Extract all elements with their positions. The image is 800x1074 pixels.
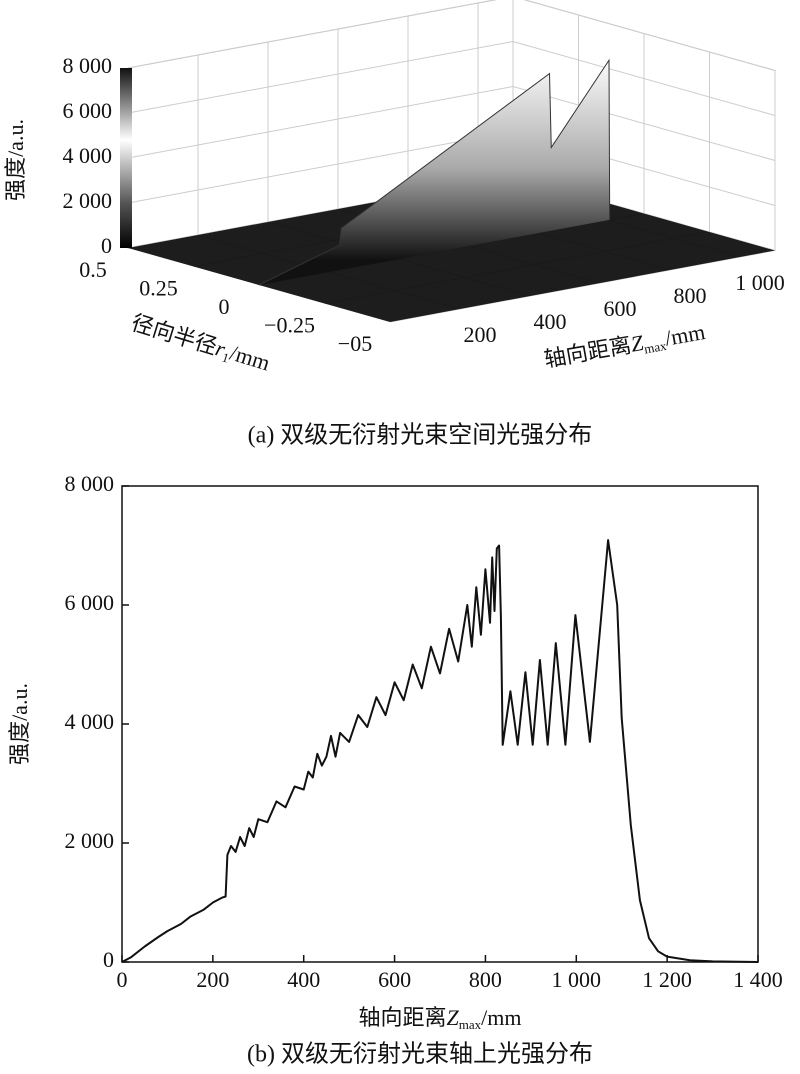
- x-tick-label: 1 200: [642, 967, 692, 992]
- surface-sheet: [259, 60, 610, 285]
- axis-label-part: /mm: [227, 340, 273, 376]
- caption: (b) 双级无衍射光束轴上光强分布: [247, 1041, 593, 1068]
- plot-frame: [121, 485, 759, 963]
- axis-label-part: /mm: [663, 319, 707, 351]
- x-tick-label: 600: [604, 296, 637, 321]
- data-line: [121, 539, 759, 963]
- axis-label-part: max: [459, 1017, 482, 1032]
- grid-line: [127, 0, 776, 71]
- axis-label-part: Z: [447, 1005, 460, 1030]
- y-tick-label: −0.25: [264, 313, 315, 338]
- x-tick-label: 1 000: [735, 270, 785, 295]
- y-tick-label: 0.25: [139, 276, 178, 301]
- axis-label: 强度/a.u.: [7, 683, 32, 765]
- x-tick-label: 600: [378, 967, 411, 992]
- x-tick-label: 1 000: [552, 967, 602, 992]
- z-tick-label: 4 000: [63, 143, 113, 168]
- axis-label: 轴向距离Zmax/mm: [359, 1005, 522, 1032]
- colorbar: [120, 68, 132, 248]
- x-tick-label: 400: [534, 309, 567, 334]
- surface-ridge: [258, 58, 611, 286]
- y-tick-label: −05: [338, 331, 372, 356]
- axis-label-part: Z: [629, 330, 646, 357]
- y-tick-label: 4 000: [65, 709, 115, 734]
- x-tick-label: 1 400: [733, 967, 783, 992]
- axis-label-part: max: [643, 338, 668, 357]
- axis-label-part: 径向半径: [128, 310, 219, 360]
- y-tick-label: 0: [103, 947, 114, 972]
- axis-label-part: 轴向距离: [359, 1005, 447, 1030]
- axis-label-part: 1: [220, 349, 231, 365]
- x-tick-label: 400: [287, 967, 320, 992]
- y-tick-label: 0: [219, 294, 230, 319]
- y-tick-label: 2 000: [65, 828, 115, 853]
- axis-label-part: 轴向距离: [542, 332, 633, 372]
- z-tick-label: 2 000: [63, 188, 113, 213]
- axis-label: 轴向距离Zmax/mm: [542, 319, 707, 374]
- x-tick-label: 800: [674, 283, 707, 308]
- x-tick-label: 800: [469, 967, 502, 992]
- y-tick-label: 0.5: [79, 257, 107, 282]
- axis-label: 径向半径r1/mm: [128, 310, 273, 378]
- floor: [128, 176, 775, 322]
- y-tick-label: 6 000: [65, 590, 115, 615]
- x-tick-label: 200: [464, 322, 497, 347]
- y-tick-label: 8 000: [65, 471, 115, 496]
- z-tick-label: 6 000: [63, 98, 113, 123]
- x-tick-label: 200: [196, 967, 229, 992]
- x-tick-label: 0: [117, 967, 128, 992]
- z-tick-label: 8 000: [63, 53, 113, 78]
- axis-label: 强度/a.u.: [3, 119, 28, 201]
- axis-label-part: /mm: [481, 1005, 521, 1030]
- caption: (a) 双级无衍射光束空间光强分布: [248, 422, 593, 449]
- z-tick-label: 0: [101, 233, 112, 258]
